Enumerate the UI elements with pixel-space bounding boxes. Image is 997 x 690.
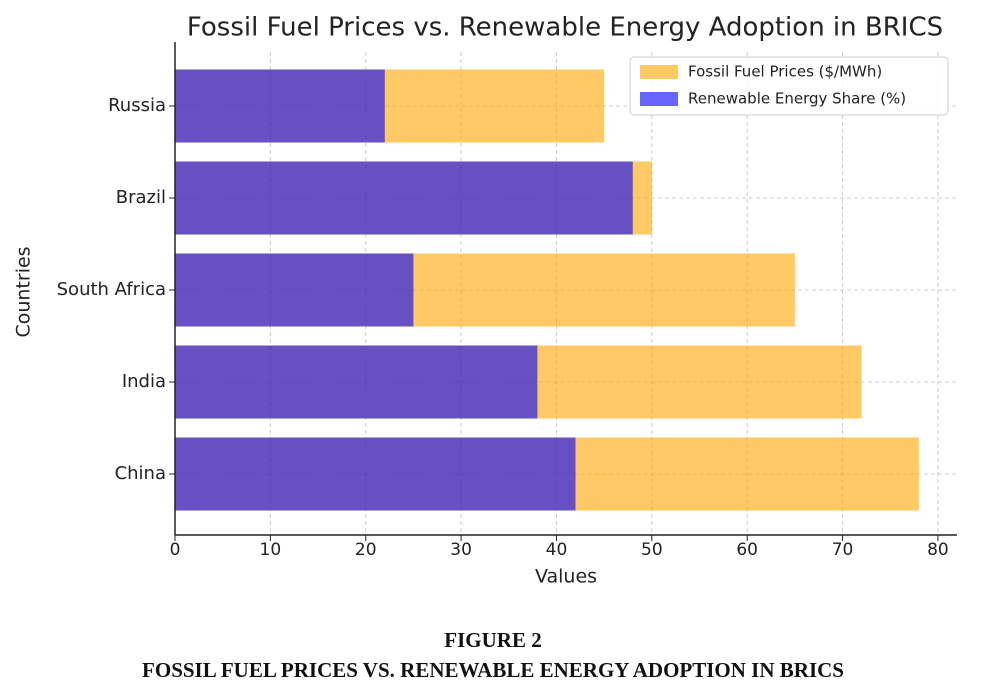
x-tick-label: 10 xyxy=(260,540,282,560)
bar xyxy=(175,437,576,511)
bar xyxy=(175,345,538,419)
legend-box xyxy=(629,56,949,116)
chart-title: Fossil Fuel Prices vs. Renewable Energy … xyxy=(187,13,943,43)
legend-label: Renewable Energy Share (%) xyxy=(688,90,906,108)
y-tick-label: India xyxy=(122,371,166,392)
x-tick-label: 60 xyxy=(736,540,758,560)
bar xyxy=(175,161,633,235)
x-tick-label: 70 xyxy=(832,540,854,560)
y-tick-label: Russia xyxy=(108,95,166,116)
x-axis-label: Values xyxy=(535,566,597,588)
x-tick-label: 20 xyxy=(355,540,377,560)
y-tick-label: Brazil xyxy=(116,187,166,208)
x-tick-label: 80 xyxy=(927,540,949,560)
bar xyxy=(175,253,414,327)
legend-label: Fossil Fuel Prices ($/MWh) xyxy=(688,63,882,81)
y-tick-label: China xyxy=(115,463,166,484)
legend-swatch xyxy=(640,65,678,79)
x-tick-label: 0 xyxy=(170,540,181,560)
y-tick-label: South Africa xyxy=(57,279,166,300)
x-tick-label: 30 xyxy=(450,540,472,560)
legend-swatch xyxy=(640,92,678,106)
bar xyxy=(175,69,385,143)
x-tick-label: 50 xyxy=(641,540,663,560)
x-tick-label: 40 xyxy=(546,540,568,560)
y-axis-label: Countries xyxy=(13,246,35,337)
figure-label: FIGURE 2 xyxy=(444,628,541,652)
figure-caption: FOSSIL FUEL PRICES VS. RENEWABLE ENERGY … xyxy=(142,658,844,682)
